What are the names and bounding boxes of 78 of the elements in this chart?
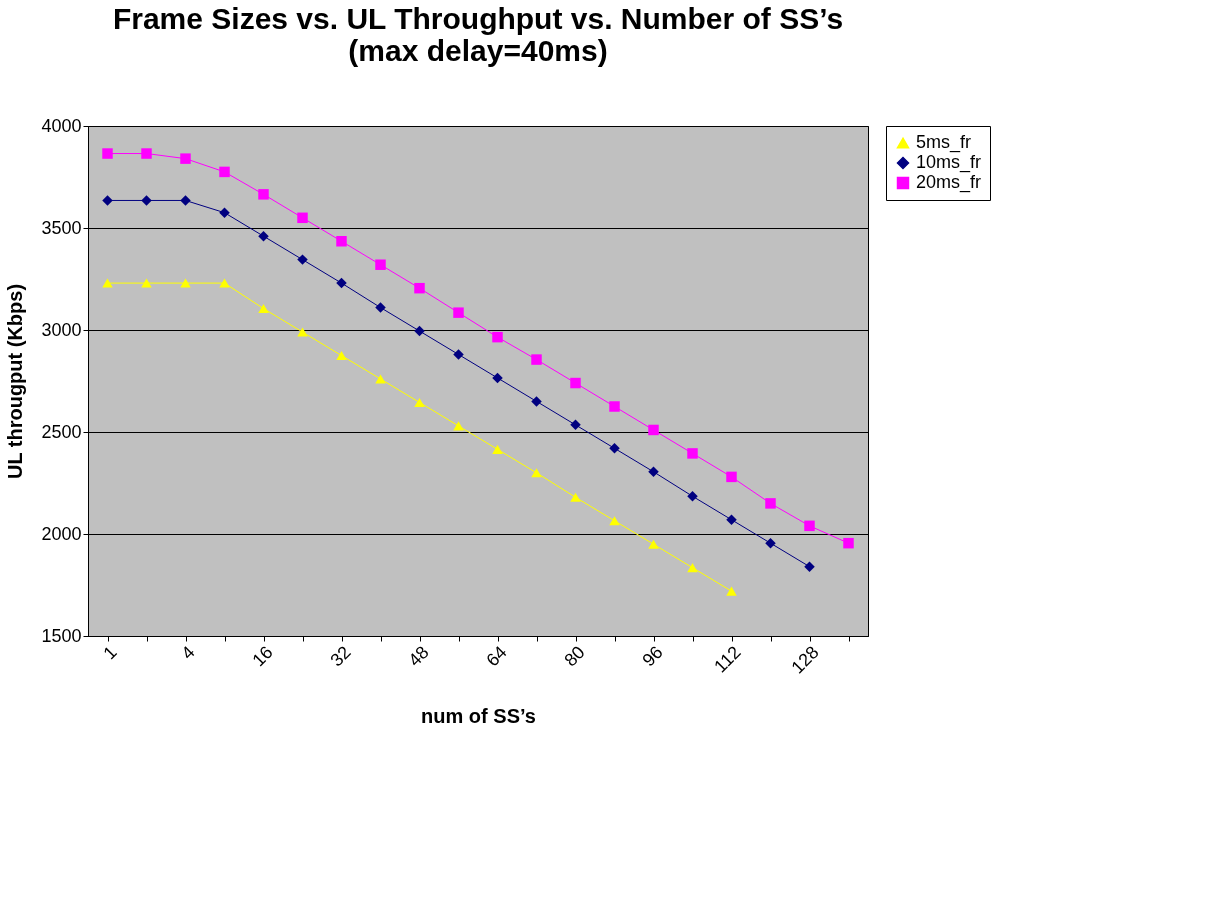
point — [141, 278, 152, 288]
point — [453, 307, 464, 318]
x-tick-label: 96 — [638, 642, 667, 671]
point — [492, 372, 503, 384]
y-tick-label: 2000 — [41, 523, 82, 544]
point — [687, 448, 698, 459]
point — [258, 230, 269, 242]
point — [180, 195, 191, 206]
y-tick-label: 3000 — [41, 319, 82, 340]
x-tick-label: 128 — [787, 642, 823, 678]
point — [297, 212, 308, 224]
legend-label: 5ms_fr — [916, 132, 972, 153]
y-tick-label: 1500 — [41, 625, 82, 646]
point — [258, 304, 269, 314]
point — [570, 377, 581, 389]
x-tick-label: 48 — [404, 642, 433, 671]
point — [648, 539, 659, 549]
legend-label: 20ms_fr — [916, 172, 982, 193]
point — [609, 516, 620, 526]
point — [219, 207, 230, 218]
point — [843, 537, 854, 549]
point — [297, 327, 308, 337]
point — [453, 421, 464, 431]
point — [180, 278, 191, 288]
point — [609, 401, 620, 412]
y-tick-label: 4000 — [41, 115, 82, 136]
point — [102, 148, 113, 159]
y-tick-label: 2500 — [41, 421, 82, 442]
point — [141, 195, 152, 206]
x-axis-title: num of SS’s — [421, 705, 536, 728]
point — [102, 278, 113, 288]
point — [765, 537, 776, 549]
x-tick-label: 80 — [560, 642, 589, 671]
point — [531, 396, 542, 407]
point — [102, 195, 113, 206]
point — [336, 277, 347, 289]
x-tick-label: 4 — [177, 642, 199, 664]
point — [804, 520, 815, 532]
point — [726, 586, 737, 596]
x-tick-label: 1 — [99, 642, 121, 664]
x-tick-label: 16 — [248, 642, 277, 671]
point — [609, 443, 620, 454]
point — [297, 254, 308, 265]
point — [648, 466, 659, 478]
point — [141, 148, 152, 159]
point — [765, 498, 776, 509]
point — [687, 491, 698, 502]
y-axis-title: UL througput (Kbps) — [4, 283, 27, 480]
y-tick-label: 3500 — [41, 217, 82, 238]
point — [570, 492, 581, 502]
point — [375, 302, 386, 313]
point — [687, 563, 698, 573]
point — [453, 349, 464, 360]
point — [804, 561, 815, 572]
point — [414, 397, 425, 407]
legend-label: 10ms_fr — [916, 152, 982, 173]
point — [492, 331, 503, 343]
point — [336, 236, 347, 247]
point — [648, 424, 659, 436]
point — [180, 153, 191, 164]
point — [336, 350, 347, 361]
x-tick-label: 64 — [482, 642, 511, 671]
point — [375, 374, 386, 384]
point — [219, 278, 230, 288]
point — [258, 189, 269, 200]
point — [219, 166, 230, 178]
chart-title: Frame Sizes vs. UL Throughput vs. Number of SS’s (max delay=40ms) — [112, 2, 844, 67]
x-tick-label: 32 — [326, 642, 355, 671]
point — [531, 468, 542, 478]
point — [570, 419, 581, 431]
point — [492, 444, 503, 454]
x-tick-label: 112 — [710, 642, 745, 677]
point — [726, 471, 737, 483]
point — [414, 325, 425, 337]
point — [726, 514, 737, 525]
point — [414, 282, 425, 294]
point — [531, 354, 542, 365]
point — [375, 259, 386, 270]
